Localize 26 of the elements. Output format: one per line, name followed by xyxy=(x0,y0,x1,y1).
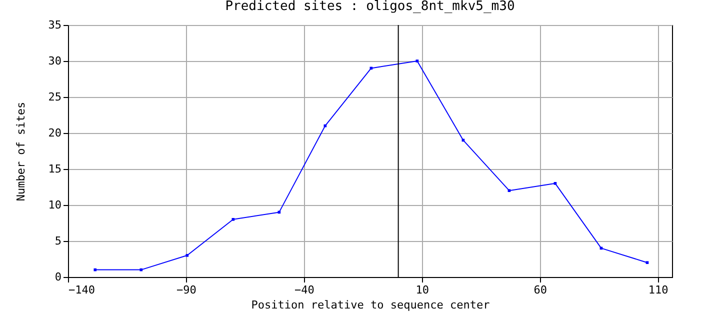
x-tick-label: 10 xyxy=(416,284,430,296)
line-series xyxy=(94,60,649,272)
y-tick-label: 20 xyxy=(48,126,62,140)
point xyxy=(508,189,511,192)
y-tick-label: 5 xyxy=(54,234,62,248)
y-tick-label: 0 xyxy=(54,270,62,284)
y-tick-label: 25 xyxy=(48,90,62,104)
x-tick-label: −90 xyxy=(176,284,196,296)
x-tick-label: −140 xyxy=(68,284,95,296)
point xyxy=(94,268,97,272)
point xyxy=(186,254,189,257)
y-tick-label: 35 xyxy=(48,18,62,32)
point xyxy=(646,261,649,264)
y-tick-label: 30 xyxy=(48,54,62,68)
point xyxy=(232,218,235,221)
point xyxy=(416,60,419,62)
point xyxy=(140,268,143,272)
x-tick-label: 110 xyxy=(648,284,668,296)
y-tick-label: 15 xyxy=(48,162,62,176)
x-tick-label: 60 xyxy=(534,284,547,296)
x-tick-label: −40 xyxy=(294,284,314,296)
x-axis-title: Position relative to sequence center xyxy=(251,298,490,312)
y-tick-label: 10 xyxy=(48,198,62,212)
point xyxy=(554,182,557,185)
y-axis-title: Number of sites xyxy=(14,102,28,202)
chart-title: Predicted sites : oligos_8nt_mkv5_m30 xyxy=(225,0,515,14)
